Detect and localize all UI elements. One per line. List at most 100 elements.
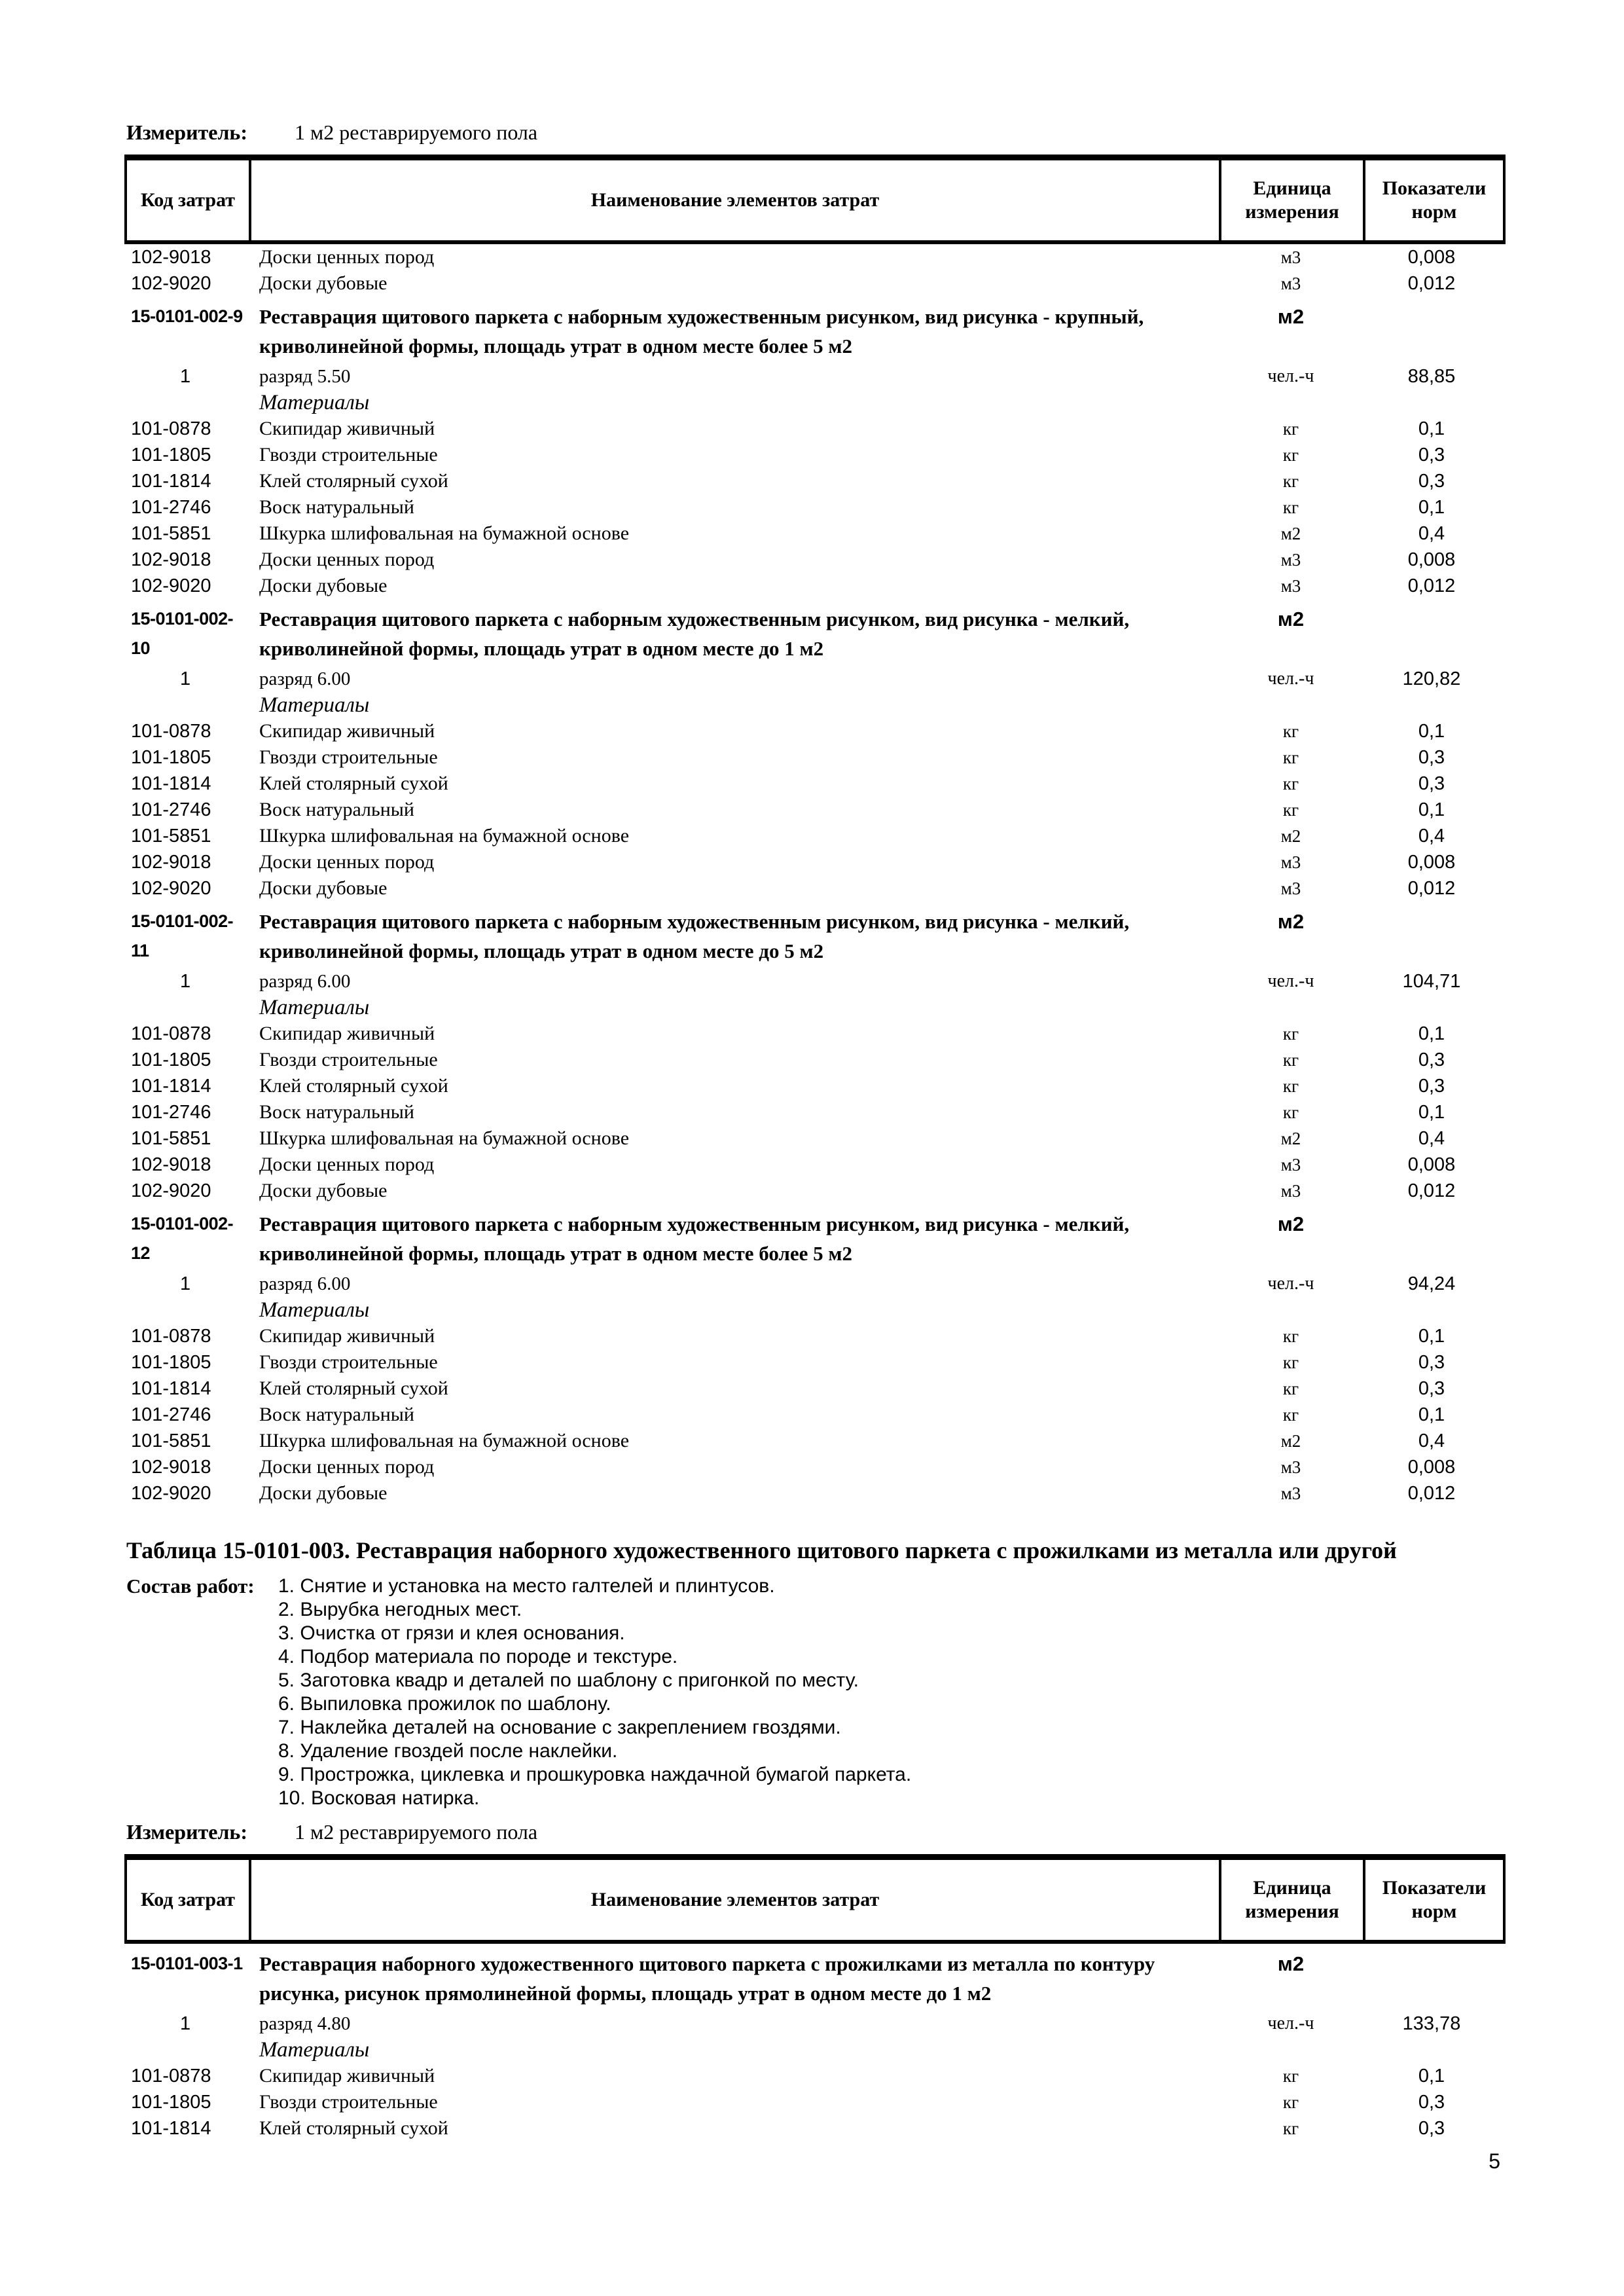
row-norm: 0,3 (1418, 1049, 1445, 1070)
table-row-section: 15-0101-002-10 Реставрация щитового парке… (124, 604, 1500, 663)
column-header-unit: Единица измерения (1221, 1860, 1365, 1940)
works-item: 7. Наклейка деталей на основание с закре… (278, 1717, 841, 1738)
works-item: 4. Подбор материала по породе и текстуре… (278, 1646, 678, 1667)
table-row-item: 101-5851 Шкурка шлифовальная на бумажной … (124, 1428, 1500, 1454)
table-row-item: 101-0878 Скипидар живичный кг 0,1 (124, 1323, 1500, 1349)
table-row-item: 102-9020 Доски дубовые м3 0,012 (124, 270, 1500, 297)
table-row-labor: 1 разряд 6.00 чел.-ч 94,24 (124, 1271, 1500, 1297)
table-row-section: 15-0101-002-12 Реставрация щитового парке… (124, 1209, 1500, 1268)
row-name: Гвозди строительные (259, 2091, 438, 2113)
table-003-header: Код затрат Наименование элементов затрат… (124, 1854, 1506, 1944)
row-norm: 0,1 (1418, 1326, 1445, 1347)
row-norm: 0,3 (1418, 471, 1445, 492)
works-item: 1. Снятие и установка на место галтелей … (278, 1575, 775, 1597)
table-row-item: 102-9018 Доски ценных пород м3 0,008 (124, 547, 1500, 573)
row-name: Клей столярный сухой (259, 1075, 448, 1097)
row-unit: кг (1282, 2092, 1299, 2112)
row-unit: кг (1282, 498, 1299, 517)
table-002-body: 102-9018 Доски ценных пород м3 0,008 102-902… (124, 244, 1500, 1506)
row-code: 101-0878 (131, 1326, 211, 1347)
row-name: Доски ценных пород (259, 1154, 435, 1175)
table-row-item: 101-0878 Скипидар живичный кг 0,1 (124, 416, 1500, 442)
table-row-item: 101-0878 Скипидар живичный кг 0,1 (124, 718, 1500, 744)
row-norm: 0,008 (1407, 1154, 1456, 1175)
row-name: Скипидар живичный (259, 720, 435, 742)
row-code: 1 (180, 971, 191, 992)
table-row-item: 102-9020 Доски дубовые м3 0,012 (124, 573, 1500, 599)
row-name: Шкурка шлифовальная на бумажной основе (259, 1127, 630, 1149)
row-code: 101-5851 (131, 1128, 211, 1149)
row-name: Материалы (259, 693, 370, 717)
works-item: 2. Вырубка негодных мест. (278, 1599, 522, 1620)
table-row-item: 102-9018 Доски ценных пород м3 0,008 (124, 1152, 1500, 1178)
row-name: разряд 6.00 (259, 971, 351, 992)
row-code: 101-5851 (131, 523, 211, 544)
row-name: Клей столярный сухой (259, 2117, 448, 2139)
row-name: Реставрация щитового паркета с наборным … (259, 608, 1130, 660)
table-row-item: 101-1805 Гвозди строительные кг 0,3 (124, 442, 1500, 468)
row-code: 102-9018 (131, 1457, 211, 1478)
row-name: Клей столярный сухой (259, 1377, 448, 1399)
row-norm: 120,82 (1402, 668, 1461, 689)
row-code: 101-0878 (131, 2066, 211, 2086)
table-row-item: 101-5851 Шкурка шлифовальная на бумажной … (124, 1125, 1500, 1152)
table-row-materials: Материалы (124, 692, 1500, 718)
row-unit: м3 (1280, 576, 1301, 596)
row-code: 1 (180, 668, 191, 689)
row-unit: м2 (1280, 1129, 1301, 1148)
row-unit: м2 (1280, 1431, 1301, 1451)
row-unit: кг (1282, 748, 1299, 767)
row-name: Скипидар живичный (259, 1325, 435, 1347)
row-name: Скипидар живичный (259, 2065, 435, 2086)
row-norm: 0,012 (1407, 1180, 1456, 1201)
column-header-unit: Единица измерения (1221, 160, 1365, 240)
table-row-item: 101-5851 Шкурка шлифовальная на бумажной … (124, 520, 1500, 547)
row-unit: кг (1282, 721, 1299, 741)
row-norm: 88,85 (1407, 366, 1456, 387)
row-code: 101-1814 (131, 1076, 211, 1097)
row-code: 15-0101-002-11 (131, 911, 234, 960)
row-unit: м3 (1280, 852, 1301, 872)
table-row-item: 101-5851 Шкурка шлифовальная на бумажной … (124, 823, 1500, 849)
row-code: 101-0878 (131, 1023, 211, 1044)
row-norm: 0,1 (1418, 1023, 1445, 1044)
works-item: 9. Прострожка, циклевка и прошкуровка на… (278, 1764, 912, 1785)
column-header-code: Код затрат (127, 160, 251, 240)
row-code: 101-1814 (131, 471, 211, 492)
table-row-section: 15-0101-002-11 Реставрация щитового парке… (124, 907, 1500, 966)
row-code: 102-9020 (131, 575, 211, 596)
row-unit: кг (1282, 774, 1299, 793)
row-code: 102-9018 (131, 852, 211, 873)
row-norm: 0,4 (1418, 523, 1445, 544)
row-code: 15-0101-002-12 (131, 1214, 234, 1263)
measurer-value: 1 м2 реставрируемого пола (295, 1820, 538, 1844)
row-norm: 0,1 (1418, 418, 1445, 439)
column-header-name: Наименование элементов затрат (251, 160, 1221, 240)
row-norm: 0,3 (1418, 1352, 1445, 1373)
row-code: 101-0878 (131, 418, 211, 439)
row-name: разряд 6.00 (259, 668, 351, 689)
table-row-item: 102-9018 Доски ценных пород м3 0,008 (124, 244, 1500, 270)
table-row-item: 101-1805 Гвозди строительные кг 0,3 (124, 1047, 1500, 1073)
row-norm: 133,78 (1402, 2013, 1461, 2034)
row-name: Доски дубовые (259, 1180, 388, 1201)
row-name: разряд 4.80 (259, 2013, 351, 2034)
row-unit: м2 (1280, 524, 1301, 543)
row-code: 101-1805 (131, 1352, 211, 1373)
row-code: 101-1814 (131, 1378, 211, 1399)
row-norm: 0,012 (1407, 878, 1456, 899)
row-name: Реставрация наборного художественного щи… (259, 1952, 1155, 2005)
row-norm: 0,3 (1418, 2092, 1445, 2113)
works-item: 5. Заготовка квадр и деталей по шаблону … (278, 1669, 859, 1691)
measurer-line: Измеритель: 1 м2 реставрируемого пола (126, 0, 1624, 145)
table-row-item: 102-9020 Доски дубовые м3 0,012 (124, 1480, 1500, 1506)
row-norm: 0,3 (1418, 747, 1445, 768)
row-unit: м2 (1277, 1212, 1305, 1235)
row-code: 101-5851 (131, 1430, 211, 1451)
row-norm: 0,3 (1418, 445, 1445, 465)
row-unit: кг (1282, 800, 1299, 820)
row-name: Воск натуральный (259, 799, 414, 820)
row-name: Доски ценных пород (259, 549, 435, 570)
table-row-item: 102-9020 Доски дубовые м3 0,012 (124, 1178, 1500, 1204)
row-name: Материалы (259, 1298, 370, 1322)
